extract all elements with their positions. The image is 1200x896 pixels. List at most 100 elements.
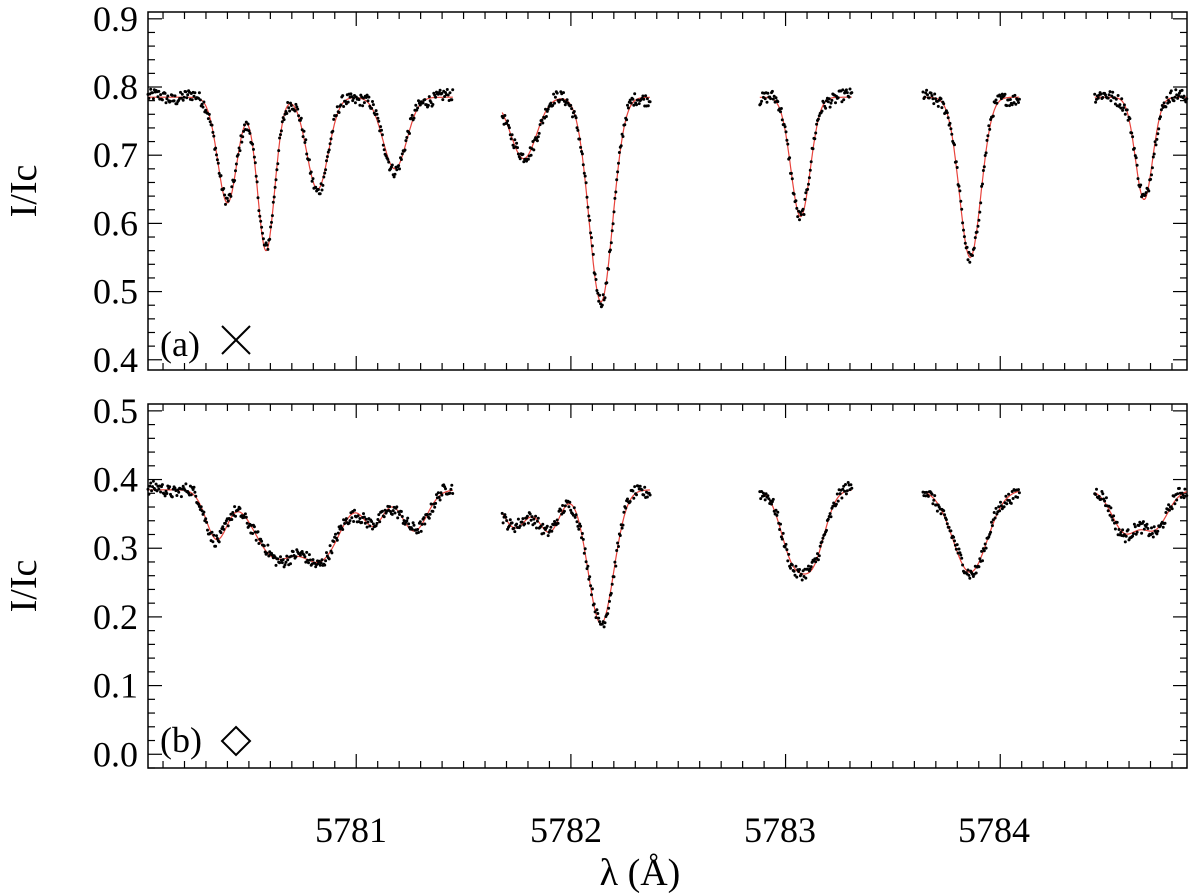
- observed-point: [1161, 525, 1165, 529]
- observed-point: [808, 168, 812, 172]
- observed-point: [515, 522, 519, 526]
- observed-point: [364, 517, 368, 521]
- observed-point: [426, 513, 429, 516]
- observed-point: [931, 97, 935, 101]
- observed-point: [510, 133, 514, 137]
- observed-point: [541, 121, 545, 125]
- observed-point: [510, 521, 514, 525]
- observed-point: [808, 567, 812, 571]
- observed-point: [574, 116, 578, 120]
- observed-point: [991, 114, 995, 118]
- observed-point: [1113, 527, 1117, 531]
- observed-point: [776, 510, 780, 514]
- observed-point: [182, 95, 186, 99]
- observed-point: [439, 491, 443, 495]
- observed-point: [217, 540, 221, 544]
- observed-point: [990, 520, 993, 524]
- observed-point: [988, 127, 992, 131]
- observed-point: [609, 591, 613, 595]
- observed-point: [579, 524, 583, 528]
- observed-point: [562, 91, 565, 95]
- observed-point: [1096, 96, 1100, 100]
- observed-point: [1173, 502, 1177, 506]
- observed-point: [979, 201, 983, 205]
- observed-point: [948, 121, 952, 125]
- observed-point: [507, 123, 510, 127]
- observed-point: [1094, 100, 1098, 104]
- observed-point: [230, 518, 234, 521]
- observed-point: [322, 175, 326, 179]
- y-tick-label: 0.3: [93, 528, 138, 568]
- observed-point: [1181, 493, 1185, 497]
- observed-point: [307, 561, 310, 565]
- observed-point: [798, 568, 801, 571]
- observed-point: [270, 220, 273, 224]
- observed-point: [246, 122, 250, 126]
- observed-point: [846, 481, 850, 484]
- observed-point: [1182, 94, 1186, 98]
- observed-point: [844, 492, 848, 496]
- observed-point: [289, 562, 292, 566]
- observed-point: [529, 153, 533, 157]
- observed-point: [440, 91, 444, 95]
- observed-point: [838, 492, 842, 496]
- observed-point: [253, 161, 257, 165]
- observed-point: [418, 103, 422, 107]
- observed-point: [597, 299, 601, 303]
- observed-point: [226, 199, 230, 203]
- observed-point: [573, 515, 577, 519]
- observed-point: [376, 116, 380, 120]
- panel-a-ylabel: I/Ic: [3, 165, 45, 218]
- observed-point: [298, 553, 302, 557]
- observed-point: [265, 243, 269, 247]
- observed-point: [606, 612, 610, 616]
- observed-point: [571, 115, 574, 119]
- observed-point: [759, 497, 763, 501]
- observed-point: [423, 98, 427, 102]
- observed-point: [1159, 108, 1163, 112]
- observed-point: [798, 218, 801, 222]
- observed-point: [536, 135, 540, 139]
- observed-point: [763, 97, 767, 101]
- observed-point: [215, 534, 218, 538]
- observed-point: [241, 135, 245, 139]
- observed-point: [592, 602, 596, 606]
- observed-point: [615, 178, 619, 182]
- observed-point: [314, 185, 318, 189]
- observed-point: [936, 104, 940, 108]
- observed-point: [362, 515, 366, 519]
- observed-point: [613, 196, 617, 200]
- observed-point: [332, 117, 336, 121]
- observed-point: [172, 99, 176, 103]
- observed-point: [935, 509, 939, 513]
- observed-point: [1116, 94, 1120, 97]
- observed-point: [214, 544, 218, 548]
- observed-point: [530, 515, 534, 519]
- x-tick-label: 5782: [530, 810, 602, 850]
- observed-point: [325, 159, 328, 163]
- observed-point: [274, 178, 278, 182]
- observed-point: [291, 550, 295, 554]
- observed-point: [766, 494, 770, 498]
- observed-point: [324, 168, 328, 172]
- observed-point: [1128, 117, 1132, 121]
- panel-b-label: (b): [160, 720, 202, 760]
- observed-point: [1145, 522, 1149, 526]
- observed-point: [549, 101, 553, 105]
- observed-point: [362, 512, 365, 516]
- synthetic-line-segment: [1094, 491, 1187, 535]
- observed-point: [337, 111, 341, 114]
- observed-point: [365, 93, 369, 97]
- observed-point: [844, 483, 847, 486]
- observed-point: [801, 207, 805, 211]
- observed-point: [336, 531, 340, 535]
- observed-point: [260, 225, 264, 229]
- y-tick-label: 0.5: [93, 391, 138, 431]
- observed-point: [516, 152, 520, 156]
- observed-point: [1103, 499, 1107, 503]
- observed-point: [240, 140, 244, 144]
- observed-point: [1155, 532, 1159, 536]
- observed-point: [399, 158, 403, 161]
- observed-point: [994, 98, 998, 102]
- observed-point: [576, 524, 580, 528]
